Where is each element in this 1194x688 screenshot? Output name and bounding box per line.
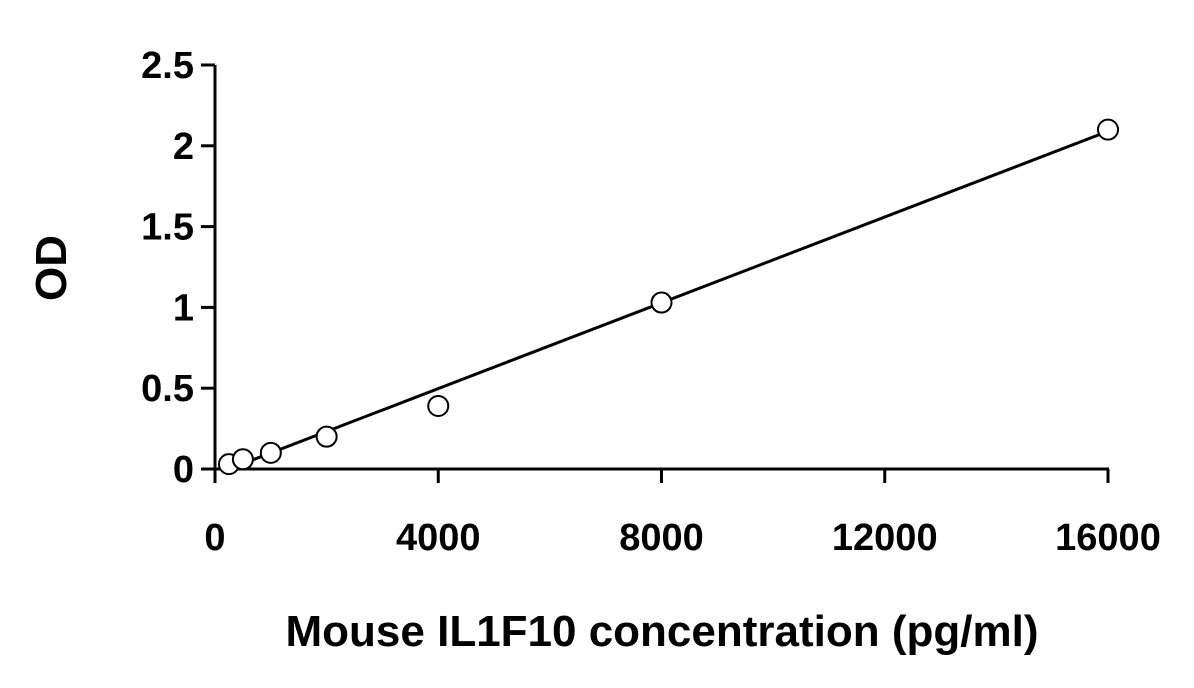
y-tick-label: 1 xyxy=(173,287,194,329)
y-tick-label: 1.5 xyxy=(141,207,194,249)
data-point xyxy=(1097,118,1119,141)
data-point xyxy=(315,425,338,448)
x-tick-label: 16000 xyxy=(1055,517,1161,559)
plot-area: 0 0.5 1 1.5 2 2.5 0 4000 8000 12000 16000 xyxy=(141,45,1161,559)
data-point xyxy=(231,448,254,471)
x-tick-label: 8000 xyxy=(619,517,704,559)
y-tick-label: 0 xyxy=(173,449,194,491)
y-tick-label: 0.5 xyxy=(141,368,194,410)
x-tick-label: 4000 xyxy=(396,517,481,559)
y-axis-ticks: 0 0.5 1 1.5 2 2.5 xyxy=(141,45,215,491)
data-point xyxy=(427,394,450,417)
data-points xyxy=(217,118,1119,476)
y-axis-title: OD xyxy=(27,235,76,301)
y-tick-label: 2.5 xyxy=(141,45,194,87)
y-tick-label: 2 xyxy=(173,126,194,168)
x-axis-ticks: 0 4000 8000 12000 16000 xyxy=(204,469,1161,559)
data-point xyxy=(259,441,282,464)
x-tick-label: 12000 xyxy=(832,517,938,559)
data-point xyxy=(650,291,673,314)
x-tick-label: 0 xyxy=(204,517,225,559)
x-axis-title: Mouse IL1F10 concentration (pg/ml) xyxy=(286,607,1039,656)
